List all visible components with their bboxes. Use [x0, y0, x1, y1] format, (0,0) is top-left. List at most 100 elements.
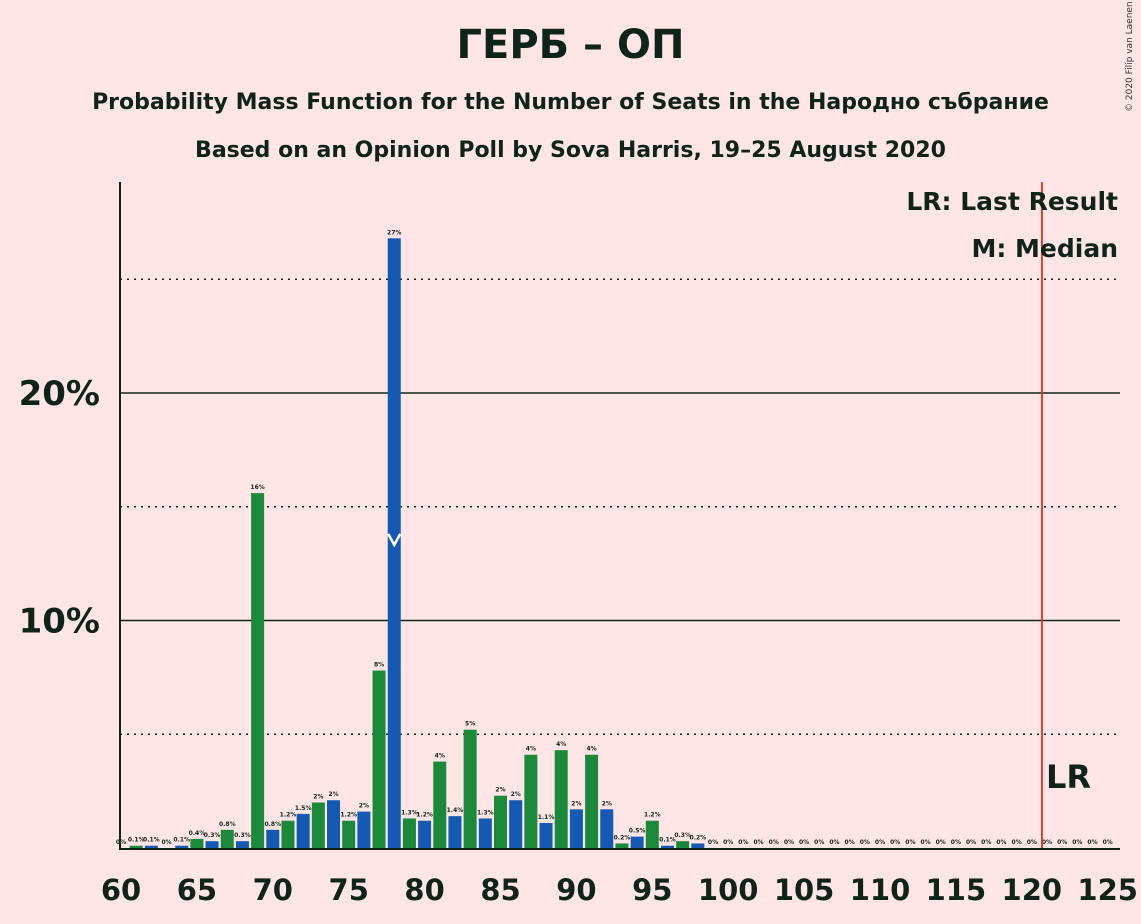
- bar-value-label: 0.5%: [629, 828, 646, 835]
- x-tick-label: 110: [850, 873, 911, 907]
- bar-value-label: 0%: [1027, 839, 1037, 846]
- x-tick-label: 90: [556, 873, 596, 907]
- bar-value-label: 2%: [602, 800, 612, 807]
- bar-value-label: 0%: [890, 839, 900, 846]
- bar-seats-90: [569, 809, 583, 848]
- bar-value-label: 0.3%: [234, 832, 251, 839]
- bar-seats-97: [676, 841, 690, 848]
- bar-value-label: 0.1%: [173, 837, 190, 844]
- bar-seats-70: [266, 829, 280, 848]
- x-tick-label: 85: [480, 873, 520, 907]
- bar-value-label: 0%: [1103, 839, 1113, 846]
- bar-seats-89: [554, 750, 568, 848]
- bar-seats-80: [418, 820, 432, 848]
- bar-seats-67: [220, 829, 234, 848]
- legend-entry: LR: Last Result: [906, 187, 1118, 216]
- x-tick-label: 70: [253, 873, 293, 907]
- bar-seats-73: [311, 802, 325, 848]
- bar-value-label: 0.3%: [204, 832, 221, 839]
- bar-seats-74: [327, 800, 341, 848]
- bar-value-label: 0.4%: [189, 830, 206, 837]
- chart-title: ГЕРБ – ОП: [456, 22, 685, 68]
- bar-value-label: 0%: [1057, 839, 1067, 846]
- y-tick-label: 20%: [19, 374, 100, 414]
- x-tick-label: 120: [1002, 873, 1063, 907]
- x-tick-label: 80: [404, 873, 444, 907]
- bar-seats-71: [281, 820, 295, 848]
- bar-seats-61: [129, 845, 143, 848]
- x-tick-label: 60: [101, 873, 141, 907]
- x-tick-label: 105: [774, 873, 835, 907]
- bar-value-label: 2%: [495, 787, 505, 794]
- bar-value-label: 0%: [738, 839, 748, 846]
- bar-value-label: 27%: [387, 229, 401, 236]
- bar-seats-91: [585, 754, 599, 848]
- legend-entry: M: Median: [971, 234, 1118, 263]
- bar-value-label: 0%: [951, 839, 961, 846]
- bar-value-label: 0%: [708, 839, 718, 846]
- bar-value-label: 1.3%: [477, 809, 494, 816]
- bar-value-label: 0%: [920, 839, 930, 846]
- bar-seats-77: [372, 670, 386, 848]
- bar-value-label: 0.3%: [674, 832, 691, 839]
- chart-subtitle: Probability Mass Function for the Number…: [92, 90, 1049, 115]
- bar-seats-66: [205, 841, 219, 848]
- bar-seats-75: [342, 820, 356, 848]
- bar-seats-81: [433, 761, 447, 848]
- bar-value-label: 1.4%: [447, 807, 464, 814]
- bar-value-label: 4%: [586, 746, 596, 753]
- bar-seats-68: [235, 841, 249, 848]
- y-tick-label: 10%: [19, 602, 100, 642]
- bar-value-label: 1.2%: [644, 812, 661, 819]
- bar-seats-88: [539, 822, 553, 848]
- bar-value-label: 0%: [116, 839, 126, 846]
- bar-value-label: 0%: [1012, 839, 1022, 846]
- bar-seats-82: [448, 816, 462, 848]
- bar-value-label: 2%: [313, 794, 323, 801]
- bar-value-label: 0%: [845, 839, 855, 846]
- x-tick-label: 100: [698, 873, 759, 907]
- bar-value-label: 0%: [1087, 839, 1097, 846]
- bar-seats-98: [691, 843, 705, 848]
- bar-value-label: 1.5%: [295, 805, 312, 812]
- bar-value-label: 1.2%: [280, 812, 297, 819]
- bar-value-label: 2%: [571, 800, 581, 807]
- bar-seats-69: [251, 493, 265, 848]
- bar-seats-76: [357, 811, 371, 848]
- bar-seats-86: [509, 800, 523, 848]
- x-tick-label: 65: [177, 873, 217, 907]
- bar-value-label: 0%: [981, 839, 991, 846]
- bar-value-label: 0%: [784, 839, 794, 846]
- bar-seats-84: [478, 818, 492, 848]
- bar-value-label: 4%: [435, 753, 445, 760]
- bar-seats-96: [660, 845, 674, 848]
- bar-value-label: 0%: [905, 839, 915, 846]
- bar-value-label: 0.1%: [659, 837, 676, 844]
- bar-seats-72: [296, 813, 310, 848]
- bar-value-label: 0%: [860, 839, 870, 846]
- bar-value-label: 0%: [936, 839, 946, 846]
- bar-value-label: 4%: [556, 741, 566, 748]
- bar-seats-83: [463, 729, 477, 848]
- bar-value-label: 0%: [769, 839, 779, 846]
- bar-value-label: 0.8%: [219, 821, 236, 828]
- bar-value-label: 2%: [511, 791, 521, 798]
- bar-value-label: 8%: [374, 662, 384, 669]
- bar-value-label: 0%: [1042, 839, 1052, 846]
- bar-value-label: 0%: [753, 839, 763, 846]
- bar-value-label: 0%: [829, 839, 839, 846]
- bar-value-label: 1.2%: [340, 812, 357, 819]
- bar-value-label: 1.1%: [538, 814, 555, 821]
- bar-value-label: 0%: [799, 839, 809, 846]
- x-tick-label: 125: [1077, 873, 1138, 907]
- bar-value-label: 0.2%: [614, 834, 631, 841]
- bar-seats-79: [402, 818, 416, 848]
- bar-seats-93: [615, 843, 629, 848]
- bar-value-label: 0%: [996, 839, 1006, 846]
- last-result-label: LR: [1046, 758, 1091, 796]
- median-marker: [387, 533, 402, 548]
- bar-value-label: 0%: [161, 839, 171, 846]
- x-tick-label: 75: [329, 873, 369, 907]
- bar-value-label: 0.1%: [128, 837, 145, 844]
